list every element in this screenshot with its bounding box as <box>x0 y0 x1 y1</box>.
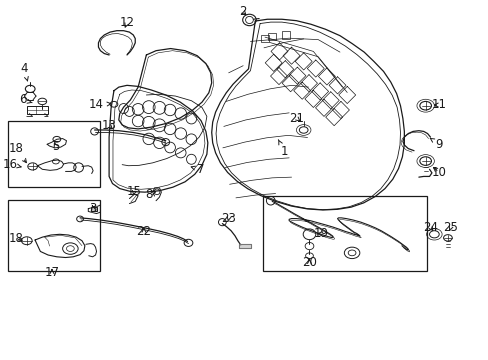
Text: 15: 15 <box>126 185 142 198</box>
Text: 6: 6 <box>19 94 32 107</box>
Text: 25: 25 <box>443 221 457 234</box>
Bar <box>262 196 426 271</box>
Text: 13: 13 <box>102 119 116 132</box>
Text: 12: 12 <box>119 16 134 29</box>
Text: 3: 3 <box>89 202 97 215</box>
Text: 10: 10 <box>431 166 446 179</box>
Bar <box>27 106 48 113</box>
Text: 23: 23 <box>221 212 236 225</box>
Text: 20: 20 <box>302 256 316 269</box>
Bar <box>281 31 289 39</box>
Text: 5: 5 <box>52 140 60 153</box>
Text: 4: 4 <box>20 62 28 81</box>
Bar <box>268 33 276 40</box>
Text: 21: 21 <box>289 112 304 125</box>
Text: 16: 16 <box>3 158 21 171</box>
Bar <box>238 244 251 248</box>
Text: 24: 24 <box>422 221 437 234</box>
Text: 22: 22 <box>136 225 151 238</box>
Text: 14: 14 <box>89 99 111 112</box>
Text: 18: 18 <box>8 142 26 163</box>
Text: 19: 19 <box>313 227 328 240</box>
Polygon shape <box>90 207 96 211</box>
Bar <box>8 200 100 271</box>
Bar <box>90 207 96 211</box>
Text: 2: 2 <box>239 5 246 18</box>
Text: 7: 7 <box>191 163 204 176</box>
Text: 9: 9 <box>429 138 442 151</box>
Bar <box>261 35 268 42</box>
Text: 1: 1 <box>278 140 287 158</box>
Text: 17: 17 <box>44 266 60 279</box>
Polygon shape <box>238 244 251 248</box>
Bar <box>8 121 100 187</box>
Text: 18: 18 <box>8 232 23 245</box>
Text: 11: 11 <box>431 99 446 112</box>
Text: 8: 8 <box>145 188 155 201</box>
